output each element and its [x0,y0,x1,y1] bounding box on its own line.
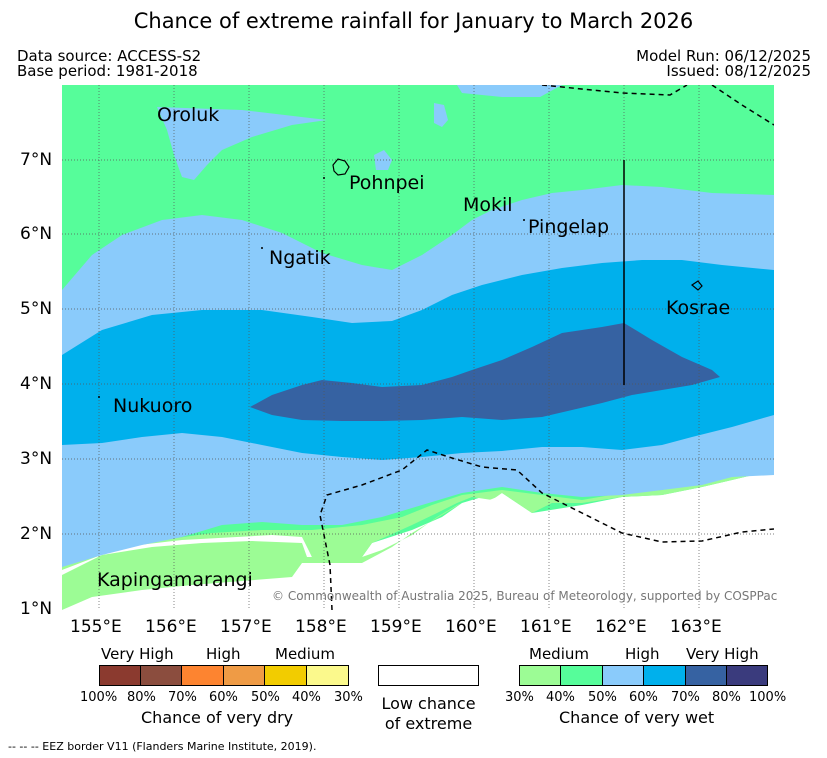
wet-30-south [62,503,462,610]
dry-swatch-70-60 [181,665,224,686]
rainfall-map[interactable] [62,85,774,610]
wet-swatch-50-60 [602,665,644,686]
wet-tick: 60% [629,690,658,705]
low-chance-caption-1: Low chance [381,694,476,713]
wet-50-north-dot [434,103,448,127]
dry-tick: 70% [168,690,197,705]
dry-legend-category: High [206,645,241,663]
dry-swatch-80-70 [140,665,182,686]
island-dot [261,247,263,249]
lon-label: 156°E [145,617,197,637]
dry-tick: 40% [292,690,321,705]
dry-tick: 60% [209,690,238,705]
place-kapingamarangi: Kapingamarangi [97,569,253,591]
place-kosrae: Kosrae [666,297,731,319]
dry-legend-category: Medium [275,645,335,663]
wet-legend-category: High [625,645,660,663]
wet-swatch-30-40 [519,665,561,686]
copyright-note: © Commonwealth of Australia 2025, Bureau… [272,589,778,603]
wet-tick: 100% [749,690,787,705]
dry-swatch-60-50 [223,665,265,686]
wet-30-region [62,463,774,610]
lon-label: 162°E [595,617,647,637]
dry-tick: 80% [127,690,156,705]
issued-date: Issued: 08/12/2025 [666,62,811,80]
wet-legend-category: Medium [529,645,589,663]
wet-tick: 40% [546,690,575,705]
lon-label: 155°E [70,617,122,637]
map-title: Chance of extreme rainfall for January t… [133,9,694,33]
wet-60-region [62,260,774,460]
low-chance-swatch [378,665,479,686]
lat-label: 5°N [20,299,53,319]
wet-50-north [157,107,327,180]
lon-label: 163°E [670,617,722,637]
wet-tick: 50% [588,690,617,705]
wet-swatch-60-70 [643,665,686,686]
lat-label: 6°N [20,224,53,244]
wet-legend-caption: Chance of very wet [559,708,715,727]
lat-label: 4°N [20,374,53,394]
wet-70-region [250,323,720,421]
kosrae-island-shape [690,280,703,291]
wet-legend-category: Very High [686,645,759,663]
place-pohnpei: Pohnpei [349,172,425,194]
place-pingelap: Pingelap [528,216,610,238]
dry-swatch-100-80 [99,665,141,686]
dry-swatch-50-40 [264,665,307,686]
data-source: Data source: ACCESS-S2 [17,47,202,65]
wet-50-ne [457,85,562,97]
lon-label: 158°E [295,617,347,637]
wet-swatch-80-100 [726,665,768,686]
wet-swatch-40-50 [560,665,603,686]
lon-label: 160°E [445,617,497,637]
wet-tick: 80% [712,690,741,705]
lat-label: 1°N [20,599,53,619]
lon-label: 161°E [520,617,572,637]
eez-footnote: -- -- -- EEZ border V11 (Flanders Marine… [8,740,317,753]
dry-tick: 100% [80,690,118,705]
pohnpei-island-shape [332,158,350,176]
base-period: Base period: 1981-2018 [17,62,198,80]
place-oroluk: Oroluk [157,104,220,126]
island-dot [523,219,525,221]
lon-label: 157°E [220,617,272,637]
place-nukuoro: Nukuoro [113,395,193,417]
low-chance-caption-2: of extreme [384,714,473,733]
place-ngatik: Ngatik [269,247,331,269]
wet-tick: 70% [671,690,700,705]
dry-legend-caption: Chance of very dry [141,708,294,727]
lat-label: 7°N [20,150,53,170]
wet-tick: 30% [505,690,534,705]
eez-border [319,85,774,610]
dry-legend-category: Very High [101,645,174,663]
dry-swatch-40-30 [306,665,349,686]
lat-label: 2°N [20,524,53,544]
place-mokil: Mokil [463,194,513,216]
dry-tick: 50% [251,690,280,705]
island-dot [323,177,325,179]
model-run: Model Run: 06/12/2025 [636,47,811,65]
dry-tick: 30% [334,690,363,705]
lon-label: 159°E [370,617,422,637]
island-dot [98,396,100,398]
wet-swatch-70-80 [685,665,727,686]
lat-label: 3°N [20,449,53,469]
